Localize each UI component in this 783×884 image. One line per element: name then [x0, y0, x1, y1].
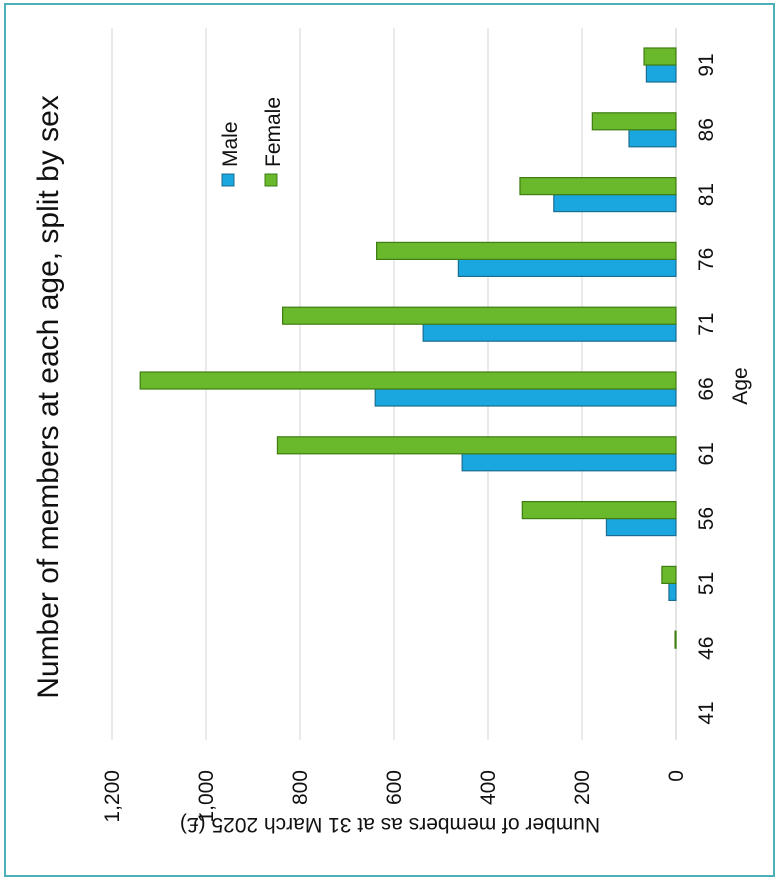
bar-female-age-81	[519, 177, 677, 196]
bar-female-age-86	[591, 112, 677, 131]
x-tick-label: 56	[695, 507, 718, 530]
y-axis-title: Number of members as at 31 March 2025 (£…	[180, 813, 600, 836]
category-labels: 41 46 51 56 61 66 71 76 81 86 91	[695, 53, 718, 724]
x-tick-label: 51	[695, 572, 718, 595]
y-tick-label: 200	[571, 770, 594, 805]
legend-label-male: Male	[219, 121, 242, 167]
y-tick-label: 800	[289, 770, 312, 805]
bar-male-age-51	[668, 582, 677, 602]
bar-female-age-91	[643, 47, 677, 66]
legend-label-female: Female	[262, 97, 285, 167]
bar-male-age-61	[461, 453, 677, 472]
bar-female-age-76	[376, 241, 677, 260]
y-tick-label: 0	[665, 770, 688, 782]
bar-female-age-71	[282, 306, 677, 325]
bar-male-age-66	[374, 388, 677, 407]
bars	[139, 47, 677, 649]
x-axis-title: Age	[729, 367, 752, 404]
x-tick-label: 61	[695, 442, 718, 465]
x-tick-label: 46	[695, 637, 718, 660]
y-tick-label: 1,200	[101, 770, 124, 823]
x-tick-label: 81	[695, 183, 718, 206]
chart-title: Number of members at each age, split by …	[32, 95, 65, 699]
bar-male-age-91	[645, 64, 677, 83]
bar-male-age-71	[422, 323, 677, 342]
y-tick-label: 400	[477, 770, 500, 805]
x-tick-label: 76	[695, 248, 718, 271]
bar-male-age-56	[605, 517, 677, 537]
bar-male-age-81	[553, 194, 677, 213]
legend: Male Female	[219, 97, 285, 187]
x-tick-label: 91	[695, 53, 718, 76]
bar-female-age-66	[139, 371, 677, 390]
x-tick-label: 71	[695, 313, 718, 336]
bar-male-age-76	[457, 258, 677, 277]
bar-female-age-61	[276, 436, 677, 455]
legend-swatch-male	[221, 173, 235, 187]
value-axis-labels: 0 200 400 600 800 1,000 1,200	[101, 770, 688, 823]
bar-female-age-46	[674, 630, 677, 649]
y-tick-label: 600	[383, 770, 406, 805]
bar-male-age-86	[628, 129, 677, 148]
y-tick-label: 1,000	[195, 770, 218, 823]
bar-female-age-56	[521, 501, 677, 520]
x-tick-label: 86	[695, 118, 718, 141]
legend-swatch-female	[264, 173, 278, 187]
bar-female-age-51	[661, 565, 677, 585]
x-tick-label: 41	[695, 701, 718, 724]
x-tick-label: 66	[695, 377, 718, 400]
